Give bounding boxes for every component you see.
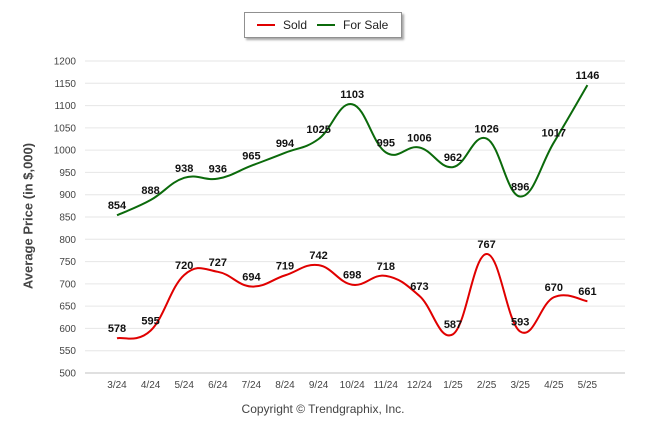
line-chart: 500 550 600 650 700 750 800 850 900 950 1000 1050 11…: [0, 0, 646, 434]
x-tick-label-5-24: 5/24: [174, 380, 194, 391]
data-label-for-sale-2: 938: [175, 163, 193, 175]
data-label-for-sale-3: 936: [209, 164, 227, 176]
data-label-sold-8: 718: [377, 261, 395, 273]
y-tick-label-650: 650: [59, 302, 76, 313]
data-label-sold-7: 698: [343, 270, 361, 282]
data-label-for-sale-9: 1006: [407, 132, 431, 144]
data-label-sold-11: 767: [477, 239, 495, 251]
x-tick-label-9-24: 9/24: [309, 380, 329, 391]
data-label-for-sale-11: 1026: [474, 124, 498, 136]
data-label-sold-14: 661: [578, 286, 596, 298]
x-tick-label-6-24: 6/24: [208, 380, 228, 391]
x-tick-label-3-25: 3/25: [510, 380, 530, 391]
data-label-sold-4: 694: [242, 272, 261, 284]
y-tick-label-750: 750: [59, 257, 76, 268]
copyright-text: Copyright © Trendgraphix, Inc.: [0, 402, 646, 416]
legend-item-for-sale[interactable]: For Sale: [317, 13, 388, 37]
y-tick-label-1200: 1200: [54, 57, 77, 68]
y-tick-label-1050: 1050: [54, 123, 77, 134]
data-label-sold-10: 587: [444, 319, 462, 331]
data-label-sold-3: 727: [209, 257, 227, 269]
x-tick-label-10-24: 10/24: [340, 380, 365, 391]
data-label-sold-0: 578: [108, 323, 126, 335]
legend-label-for-sale: For Sale: [343, 18, 388, 32]
data-label-sold-13: 670: [545, 282, 563, 294]
x-tick-label-7-24: 7/24: [242, 380, 262, 391]
y-axis-title-text: Average Price (in $,000): [21, 143, 36, 289]
y-tick-label-500: 500: [59, 369, 76, 380]
data-label-for-sale-7: 1103: [340, 89, 364, 101]
data-label-for-sale-10: 962: [444, 152, 462, 164]
legend-swatch-for-sale: [317, 24, 335, 26]
y-tick-label-800: 800: [59, 235, 76, 246]
y-tick-label-1150: 1150: [54, 79, 76, 90]
x-tick-label-4-25: 4/25: [544, 380, 564, 391]
legend: Sold For Sale: [244, 12, 402, 38]
data-label-sold-1: 595: [141, 316, 159, 328]
y-tick-label-1100: 1100: [54, 101, 76, 112]
data-label-for-sale-14: 1146: [575, 70, 599, 82]
data-label-for-sale-1: 888: [141, 185, 159, 197]
data-label-for-sale-13: 1017: [542, 128, 566, 140]
legend-swatch-sold: [257, 24, 275, 26]
data-label-for-sale-0: 854: [108, 200, 127, 212]
x-tick-label-1-25: 1/25: [443, 380, 463, 391]
data-label-for-sale-12: 896: [511, 181, 529, 193]
data-label-for-sale-8: 995: [377, 137, 395, 149]
x-tick-label-8-24: 8/24: [275, 380, 295, 391]
x-tick-label-12-24: 12/24: [407, 380, 432, 391]
data-label-for-sale-6: 1025: [306, 124, 330, 136]
data-label-sold-9: 673: [410, 281, 428, 293]
y-tick-label-1000: 1000: [54, 146, 77, 157]
y-tick-label-950: 950: [59, 168, 76, 179]
y-tick-label-700: 700: [59, 279, 76, 290]
legend-item-sold[interactable]: Sold: [257, 13, 307, 37]
y-tick-label-600: 600: [59, 324, 76, 335]
data-label-for-sale-5: 994: [276, 138, 295, 150]
data-label-sold-5: 719: [276, 260, 294, 272]
data-label-sold-12: 593: [511, 317, 529, 329]
x-tick-label-3-24: 3/24: [107, 380, 127, 391]
x-tick-label-4-24: 4/24: [141, 380, 161, 391]
data-label-sold-2: 720: [175, 260, 193, 272]
data-label-sold-6: 742: [309, 250, 327, 262]
x-tick-label-5-25: 5/25: [578, 380, 598, 391]
y-tick-label-850: 850: [59, 213, 76, 224]
y-tick-label-550: 550: [59, 346, 76, 357]
data-label-for-sale-4: 965: [242, 151, 260, 163]
y-tick-label-900: 900: [59, 190, 76, 201]
x-tick-label-2-25: 2/25: [477, 380, 497, 391]
legend-label-sold: Sold: [283, 18, 307, 32]
x-tick-label-11-24: 11/24: [374, 380, 399, 391]
